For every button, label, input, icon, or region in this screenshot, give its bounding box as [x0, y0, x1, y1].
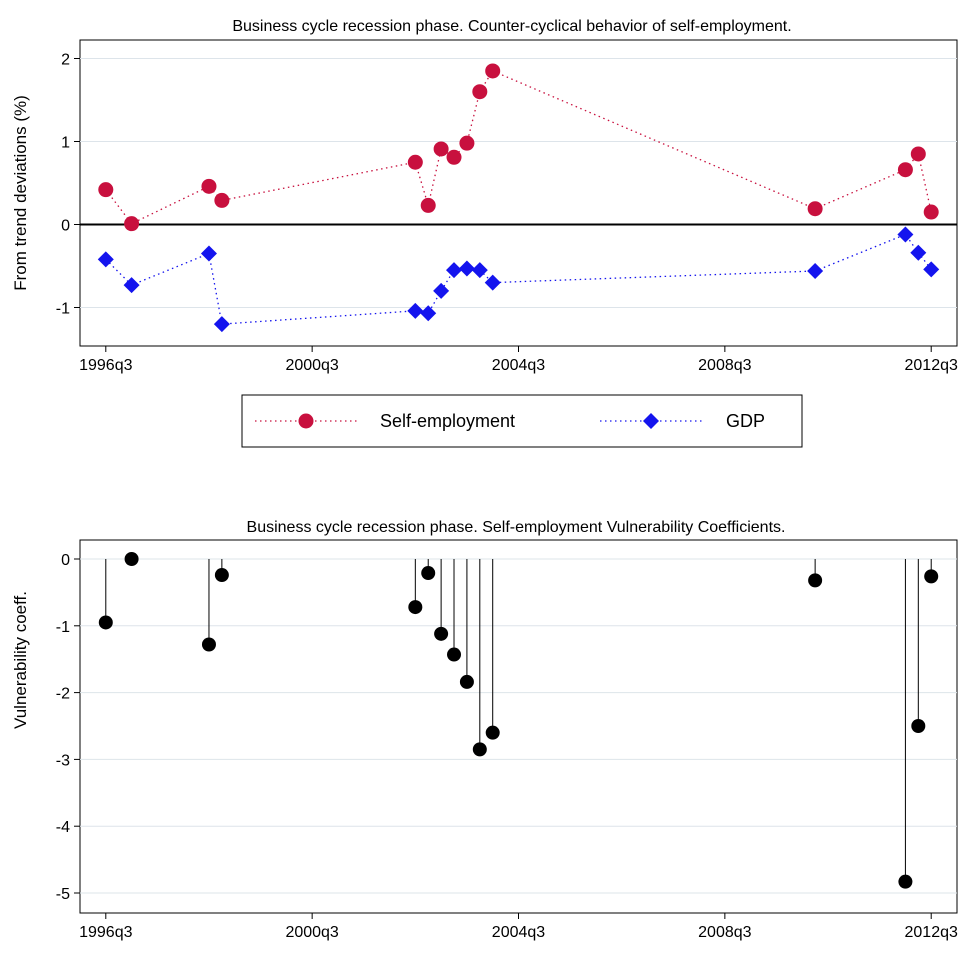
self-employment-point	[420, 197, 436, 213]
chart-2-y-tick-label: 0	[61, 552, 70, 569]
self-employment-point	[214, 192, 230, 208]
self-employment-point	[897, 162, 913, 178]
chart-1-y-tick-label: -1	[56, 301, 70, 318]
gdp-point	[200, 245, 217, 262]
chart-2: Business cycle recession phase. Self-emp…	[11, 519, 958, 941]
chart-2-y-tick-label: -1	[56, 619, 70, 636]
chart-1-series	[97, 63, 940, 333]
vulnerability-point	[214, 568, 229, 583]
chart-2-x-tick-label: 1996q3	[79, 924, 132, 941]
vulnerability-point	[808, 573, 823, 588]
self-employment-point	[485, 63, 501, 79]
vulnerability-point	[924, 569, 939, 584]
chart-2-plot-area	[79, 539, 958, 914]
legend-entry-self-employment: Self-employment	[255, 411, 515, 431]
chart-2-title: Business cycle recession phase. Self-emp…	[247, 519, 786, 536]
vulnerability-point	[408, 600, 423, 615]
legend-entry-gdp: GDP	[600, 411, 765, 431]
chart-2-y-tick-label: -4	[56, 819, 70, 836]
gdp-point	[433, 282, 450, 299]
chart-1: Business cycle recession phase. Counter-…	[11, 18, 958, 448]
chart-2-x-ticks: 1996q3 2000q3 2004q3 2008q3 2012q3	[79, 913, 958, 941]
chart-2-y-axis-label: Vulnerability coeff.	[11, 591, 30, 729]
vulnerability-point	[98, 615, 113, 630]
gdp-point	[807, 262, 824, 279]
gdp-point	[420, 305, 437, 322]
self-employment-point	[433, 141, 449, 157]
chart-1-x-ticks: 1996q3 2000q3 2004q3 2008q3 2012q3	[79, 346, 958, 374]
chart-2-y-tick-label: -2	[56, 686, 70, 703]
chart-2-points	[98, 552, 939, 889]
chart-1-legend: Self-employment GDP	[241, 394, 803, 448]
vulnerability-point	[485, 725, 500, 740]
chart-2-y-tick-label: -3	[56, 752, 70, 769]
self-employment-point	[923, 204, 939, 220]
chart-2-x-tick-label: 2004q3	[492, 924, 545, 941]
gdp-point	[213, 316, 230, 333]
gdp-point	[97, 251, 114, 268]
chart-1-y-tick-label: 0	[61, 218, 70, 235]
gdp-point	[458, 260, 475, 277]
chart-1-y-axis-label: From trend deviations (%)	[11, 95, 30, 291]
chart-1-x-tick-label: 2012q3	[905, 357, 958, 374]
chart-2-x-tick-label: 2008q3	[698, 924, 751, 941]
self-employment-point	[446, 149, 462, 165]
chart-2-gridlines	[80, 558, 957, 894]
self-employment-point	[98, 182, 114, 198]
chart-1-y-tick-label: 2	[61, 52, 70, 69]
chart-2-y-ticks: -5 -4 -3 -2 -1 0	[56, 552, 80, 903]
self-employment-point	[201, 178, 217, 194]
vulnerability-point	[459, 674, 474, 689]
gdp-point	[484, 274, 501, 291]
self-employment-point	[807, 201, 823, 217]
chart-1-x-tick-label: 2000q3	[285, 357, 338, 374]
series-line-self-employment	[105, 70, 932, 225]
chart-1-x-tick-label: 2008q3	[698, 357, 751, 374]
legend-marker-self-employment	[298, 413, 314, 429]
vulnerability-point	[421, 566, 436, 581]
chart-1-x-tick-label: 2004q3	[492, 357, 545, 374]
vulnerability-point	[124, 552, 139, 566]
vulnerability-point	[898, 874, 913, 889]
self-employment-point	[472, 84, 488, 100]
chart-1-gridlines	[80, 58, 957, 308]
self-employment-point	[124, 216, 140, 232]
chart-2-x-tick-label: 2000q3	[285, 924, 338, 941]
vulnerability-point	[911, 719, 926, 733]
chart-2-y-tick-label: -5	[56, 886, 70, 903]
legend-label-gdp: GDP	[726, 411, 765, 431]
legend-label-self-employment: Self-employment	[380, 411, 515, 431]
gdp-point	[923, 261, 940, 278]
gdp-point	[446, 262, 463, 279]
gdp-point	[471, 262, 488, 279]
gdp-point	[910, 244, 927, 261]
chart-2-x-tick-label: 2012q3	[905, 924, 958, 941]
self-employment-point	[407, 154, 423, 170]
gdp-point	[407, 302, 424, 319]
vulnerability-point	[201, 637, 216, 652]
gdp-point	[897, 226, 914, 243]
self-employment-point	[910, 146, 926, 162]
chart-1-title: Business cycle recession phase. Counter-…	[232, 18, 791, 35]
gdp-point	[123, 277, 140, 294]
series-line-gdp	[105, 233, 932, 325]
chart-1-y-tick-label: 1	[61, 135, 70, 152]
vulnerability-point	[447, 647, 462, 662]
legend-marker-gdp	[643, 413, 659, 429]
vulnerability-point	[472, 742, 487, 757]
chart-1-x-tick-label: 1996q3	[79, 357, 132, 374]
chart-1-y-ticks: -1 0 1 2	[56, 52, 80, 318]
self-employment-point	[459, 135, 475, 151]
chart-1-plot-area	[79, 39, 958, 347]
vulnerability-point	[434, 626, 449, 641]
